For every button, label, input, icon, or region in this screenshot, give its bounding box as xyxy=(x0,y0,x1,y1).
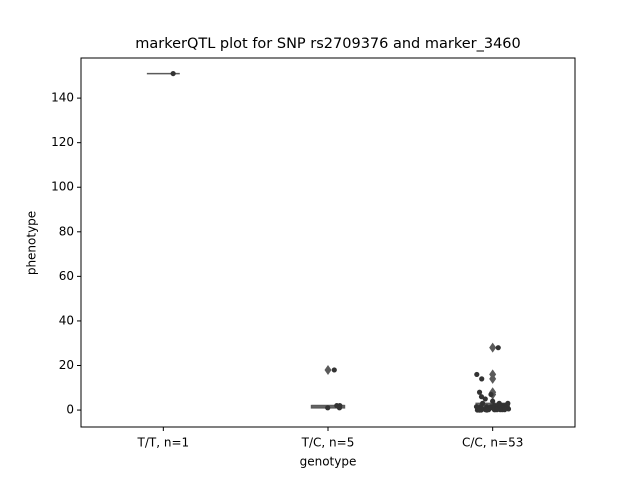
y-tick-label: 80 xyxy=(59,224,74,238)
outlier xyxy=(489,342,497,353)
point xyxy=(476,389,483,395)
point xyxy=(494,407,500,413)
y-tick-label: 140 xyxy=(51,91,74,105)
y-tick-label: 40 xyxy=(59,313,74,327)
point xyxy=(325,405,331,411)
x-tick-label: T/C, n=5 xyxy=(301,436,355,450)
outlier xyxy=(324,364,332,375)
y-tick-label: 0 xyxy=(66,403,74,417)
plot-frame xyxy=(80,57,576,428)
x-tick-label: C/C, n=53 xyxy=(462,436,523,450)
point xyxy=(474,371,480,378)
chart-title: markerQTL plot for SNP rs2709376 and mar… xyxy=(135,36,521,52)
y-axis-label: phenotype xyxy=(25,211,39,275)
y-tick-label: 100 xyxy=(51,180,74,194)
point xyxy=(484,407,490,413)
x-tick-label: T/T, n=1 xyxy=(137,436,190,450)
y-tick-label: 60 xyxy=(59,269,74,283)
point xyxy=(170,70,176,77)
point xyxy=(488,391,494,398)
point xyxy=(482,396,488,402)
point xyxy=(336,405,343,411)
point xyxy=(331,367,337,373)
x-axis-label: genotype xyxy=(300,455,357,469)
point xyxy=(505,406,512,412)
point xyxy=(490,398,496,404)
point xyxy=(479,376,485,382)
point xyxy=(495,345,501,351)
point xyxy=(502,407,508,413)
y-tick-label: 20 xyxy=(59,358,74,372)
y-tick-label: 120 xyxy=(51,135,74,149)
point xyxy=(476,407,483,413)
point xyxy=(478,394,485,400)
outlier xyxy=(489,369,497,380)
